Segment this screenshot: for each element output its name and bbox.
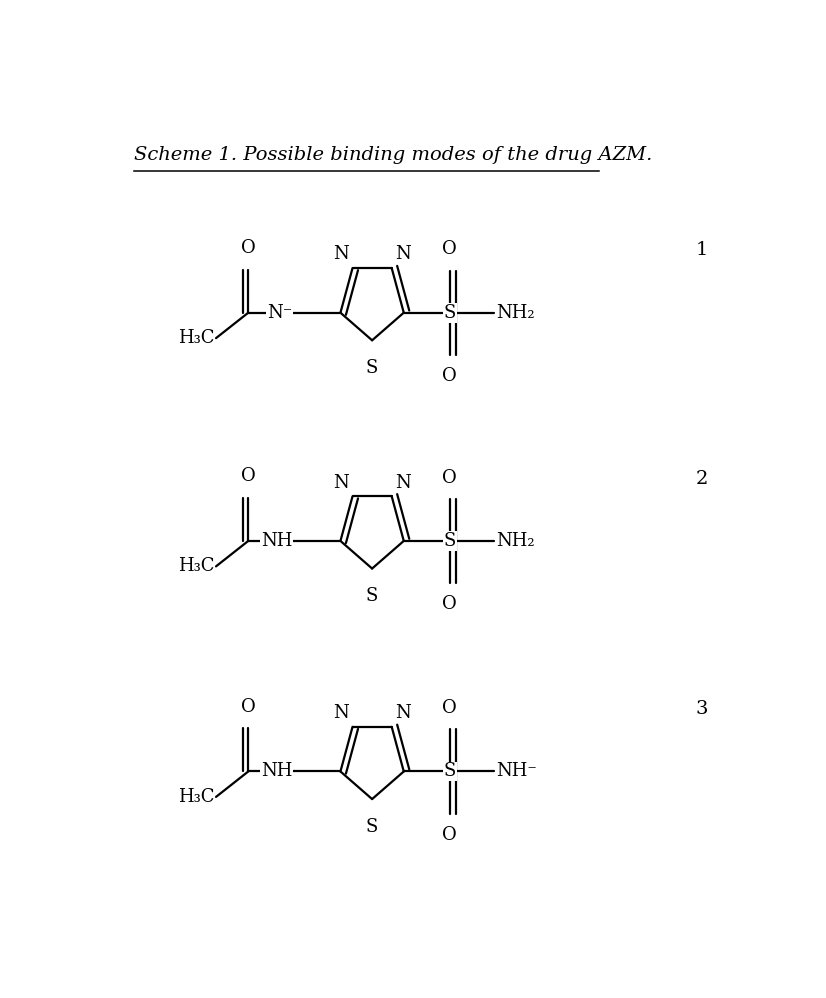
Text: NH: NH: [261, 762, 292, 780]
Text: S: S: [444, 762, 456, 780]
Text: H₃C: H₃C: [178, 557, 214, 576]
Text: 2: 2: [695, 470, 708, 488]
Text: H₃C: H₃C: [178, 787, 214, 806]
Text: O: O: [443, 469, 458, 487]
Text: 3: 3: [695, 701, 708, 719]
Text: NH⁻: NH⁻: [496, 762, 537, 780]
Text: 1: 1: [695, 242, 708, 259]
Text: S: S: [366, 587, 378, 605]
Text: NH₂: NH₂: [496, 303, 534, 321]
Text: NH₂: NH₂: [496, 532, 534, 550]
Text: N: N: [333, 705, 349, 723]
Text: S: S: [366, 817, 378, 835]
Text: O: O: [241, 698, 256, 716]
Text: N⁻: N⁻: [267, 303, 292, 321]
Text: N: N: [396, 246, 411, 263]
Text: S: S: [444, 532, 456, 550]
Text: S: S: [366, 358, 378, 377]
Text: O: O: [443, 367, 458, 385]
Text: N: N: [396, 474, 411, 492]
Text: O: O: [443, 700, 458, 718]
Text: H₃C: H₃C: [178, 329, 214, 347]
Text: Scheme 1. Possible binding modes of the drug AZM.: Scheme 1. Possible binding modes of the …: [134, 146, 653, 164]
Text: O: O: [241, 467, 256, 485]
Text: O: O: [443, 241, 458, 258]
Text: O: O: [443, 825, 458, 844]
Text: N: N: [333, 474, 349, 492]
Text: O: O: [241, 240, 256, 257]
Text: S: S: [444, 303, 456, 321]
Text: N: N: [333, 246, 349, 263]
Text: N: N: [396, 705, 411, 723]
Text: NH: NH: [261, 532, 292, 550]
Text: O: O: [443, 595, 458, 614]
